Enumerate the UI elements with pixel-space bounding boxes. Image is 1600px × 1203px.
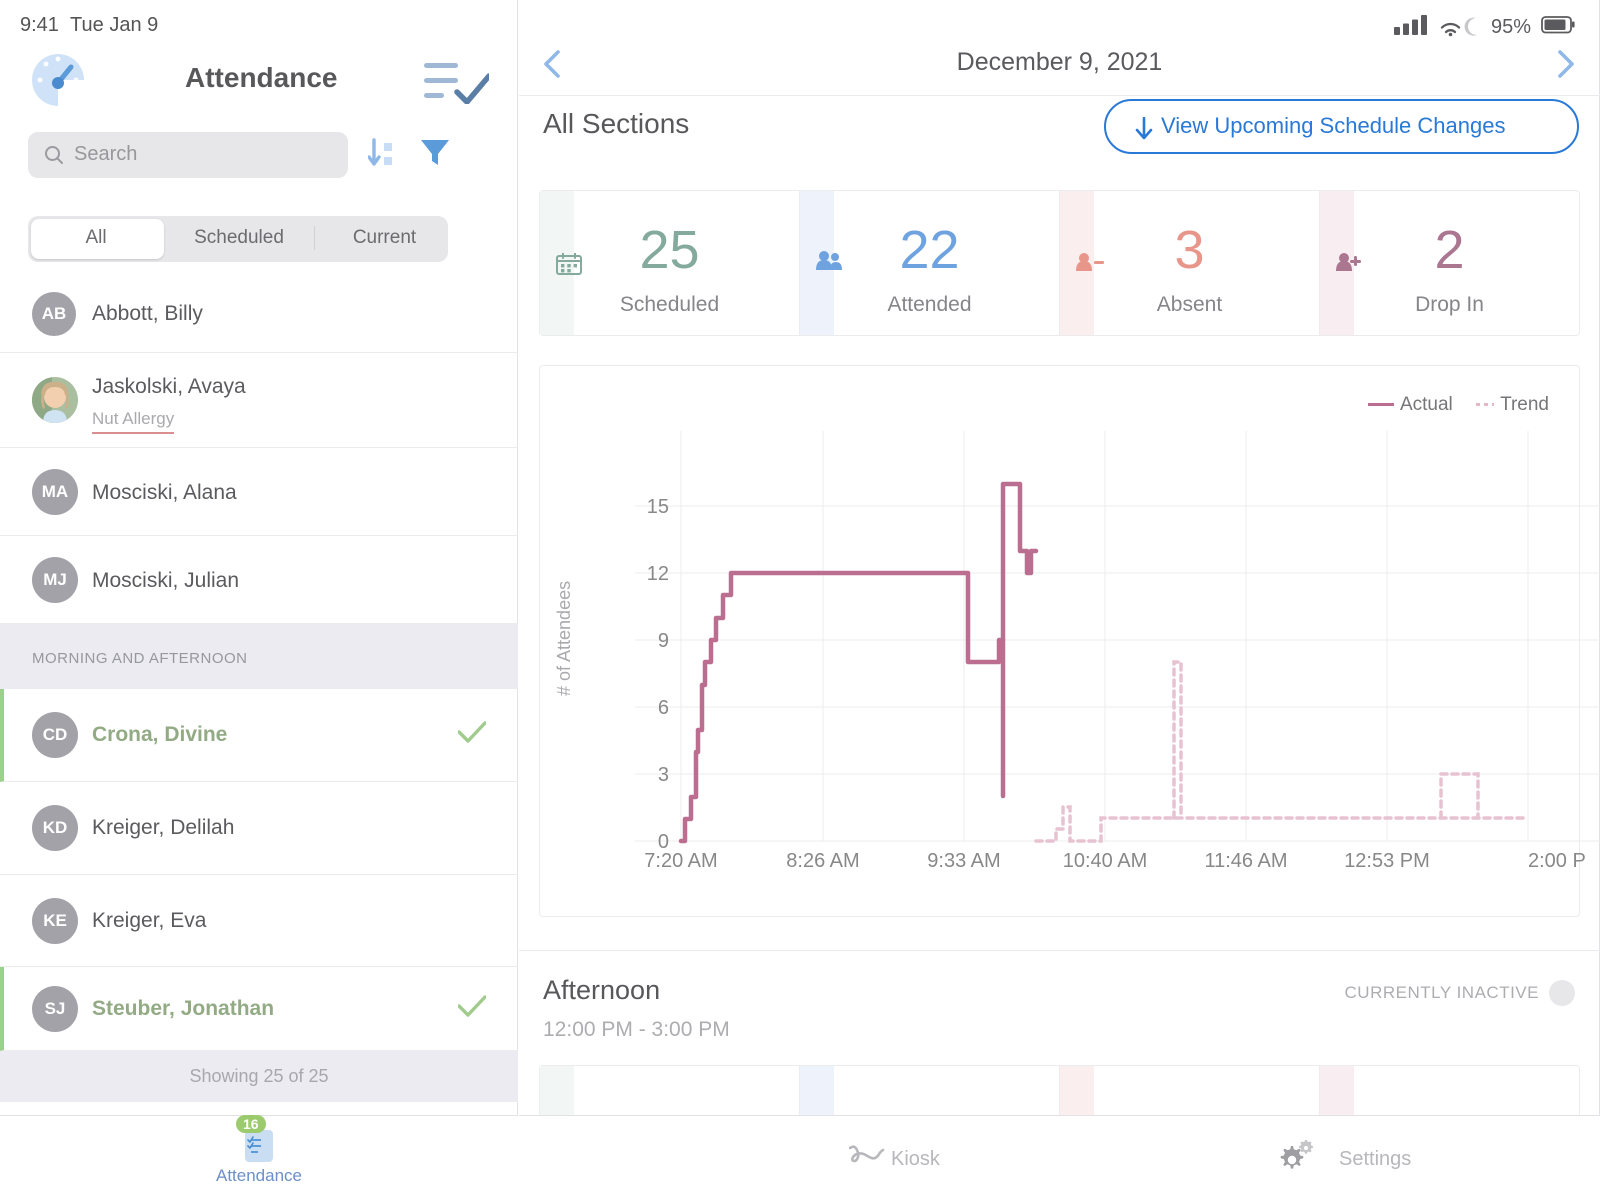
svg-text:11:46 AM: 11:46 AM <box>1204 850 1287 872</box>
svg-text:15: 15 <box>647 496 669 518</box>
svg-text:95%: 95% <box>1491 16 1531 37</box>
svg-text:9: 9 <box>658 630 669 652</box>
svg-text:9:33 AM: 9:33 AM <box>927 850 1000 872</box>
svg-text:10:40 AM: 10:40 AM <box>1063 850 1148 872</box>
svg-text:8:26 AM: 8:26 AM <box>786 850 859 872</box>
svg-text:3: 3 <box>658 764 669 786</box>
svg-text:6: 6 <box>658 697 669 719</box>
svg-text:7:20 AM: 7:20 AM <box>644 850 717 872</box>
svg-text:2:00 P: 2:00 P <box>1528 850 1586 872</box>
svg-text:12:53 PM: 12:53 PM <box>1344 850 1430 872</box>
svg-text:12: 12 <box>647 563 669 585</box>
